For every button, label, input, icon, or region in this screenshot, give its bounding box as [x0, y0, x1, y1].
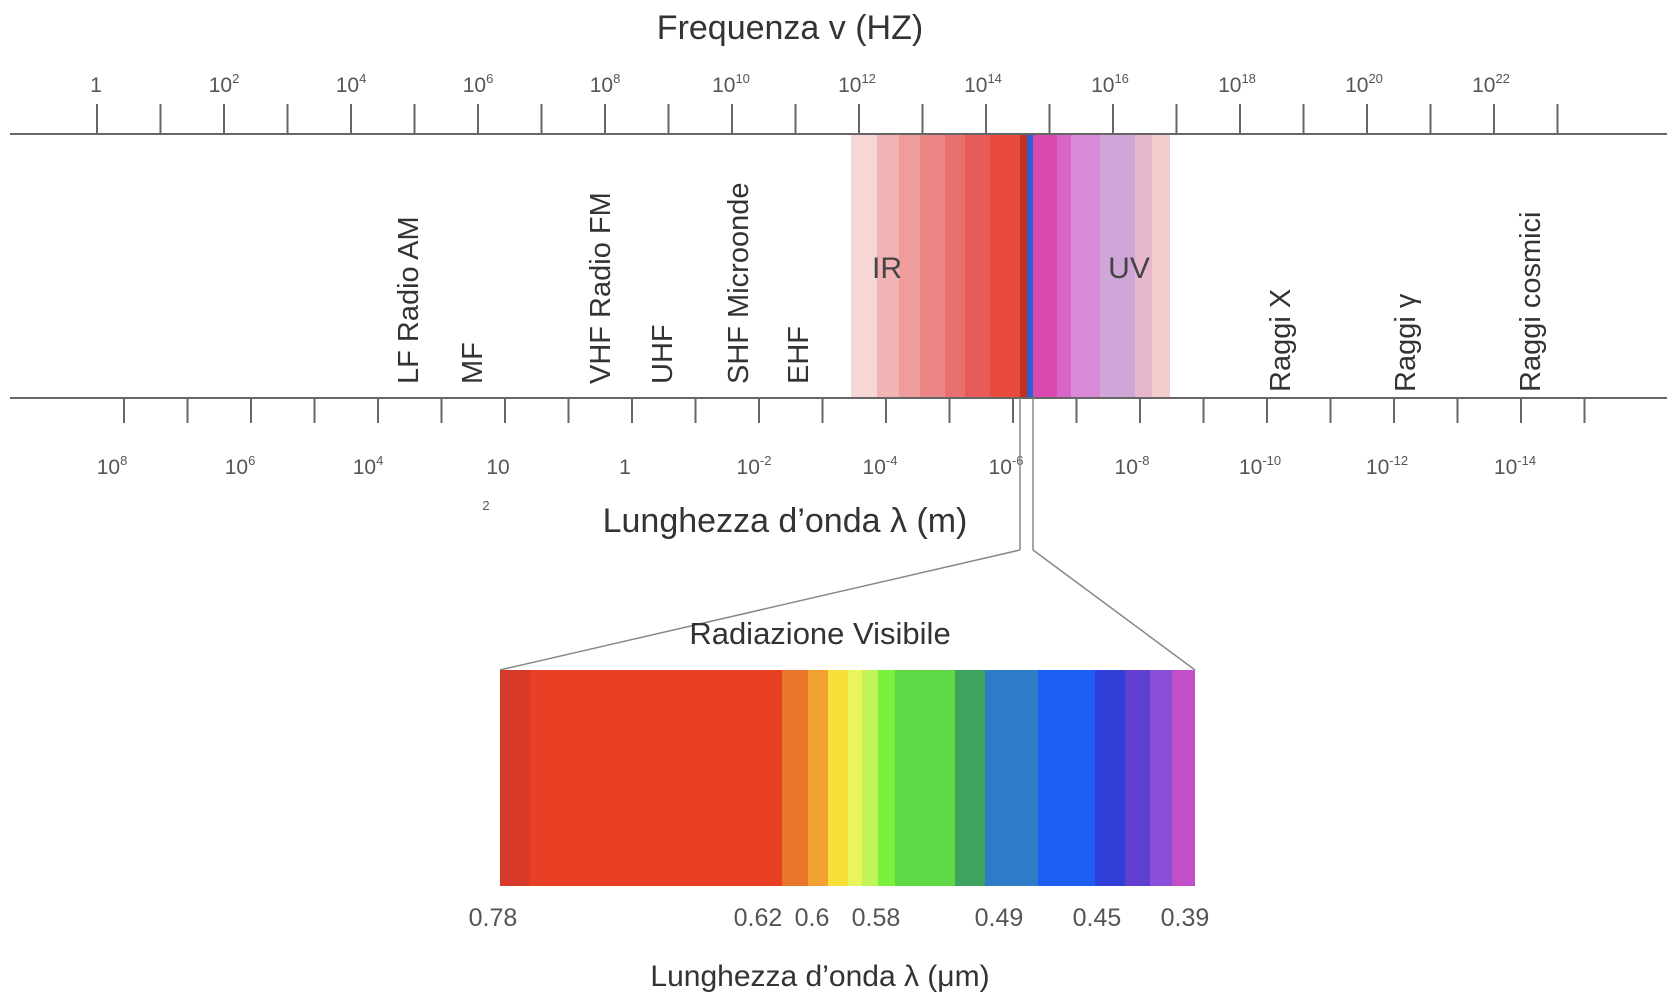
band-label: Raggi cosmici [1515, 212, 1547, 393]
visible-strip [530, 670, 782, 886]
ir-strip [899, 134, 920, 398]
wavelength-axis-title: Lunghezza d’onda λ (m) [603, 502, 968, 540]
wavelength-ticks [123, 398, 1586, 423]
wavelength-tick-label: 108 [97, 453, 128, 479]
visible-strip [1150, 670, 1172, 886]
visible-title: Radiazione Visibile [689, 616, 950, 651]
visible-strip [500, 670, 530, 886]
ir-strip [920, 134, 945, 398]
wavelength-tick-label: 10-14 [1494, 453, 1536, 479]
ir-strip [990, 134, 1020, 398]
visible-tick-label: 0.62 [734, 904, 783, 932]
frequency-tick-label: 104 [336, 71, 367, 97]
ir-strip [877, 134, 899, 398]
visible-strip [782, 670, 808, 886]
band-label: MF [457, 342, 489, 384]
wavelength-tick-label: 10-6 [989, 453, 1024, 479]
wavelength-tick-label: 10-8 [1115, 453, 1150, 479]
band-label: VHF Radio FM [585, 192, 617, 384]
frequency-tick-label: 102 [209, 71, 240, 97]
frequency-tick-label: 106 [463, 71, 494, 97]
wavelength-tick-label: 1 [619, 456, 631, 479]
wavelength-tick-label: 10-12 [1366, 453, 1408, 479]
frequency-tick-label: 1012 [838, 71, 876, 97]
ir-region [851, 134, 1020, 398]
wavelength-tick-labels: 108 106 104 10 2 1 10-2 10-4 10-6 10-8 10-10 10-12 1… [97, 453, 1536, 513]
visible-tick-label: 0.58 [852, 904, 901, 932]
visible-tick-label: 0.39 [1161, 904, 1210, 932]
zoom-connector-left [499, 549, 1021, 671]
visible-band-narrow-red [1020, 134, 1027, 398]
visible-axis-title: Lunghezza d’onda λ (μm) [650, 960, 989, 993]
band-label: UHF [647, 324, 679, 384]
wavelength-tick-label: 104 [353, 453, 384, 479]
visible-strip [878, 670, 895, 886]
visible-spectrum-bar [500, 670, 1195, 886]
visible-strip [955, 670, 985, 886]
wavelength-tick-label: 106 [225, 453, 256, 479]
uv-strip [1152, 134, 1170, 398]
band-label: EHF [783, 326, 815, 384]
frequency-tick-labels: 1 102 104 106 108 1010 1012 1014 1016 1018 1020 102… [90, 71, 1510, 97]
wavelength-tick-label: 10-10 [1239, 453, 1281, 479]
frequency-tick-label: 1022 [1472, 71, 1510, 97]
uv-region [1033, 134, 1170, 398]
wavelength-tick-label: 10-2 [737, 453, 772, 479]
band-label: Raggi γ [1390, 293, 1422, 392]
ir-label: IR [872, 252, 902, 285]
visible-strip [895, 670, 955, 886]
wavelength-tick-label: 10 2 [482, 456, 509, 513]
zoom-connector-right [1032, 549, 1196, 671]
band-label: Raggi X [1265, 289, 1297, 392]
uv-strip [1135, 134, 1152, 398]
uv-strip [1100, 134, 1135, 398]
visible-strip [848, 670, 862, 886]
frequency-tick-label: 1016 [1091, 71, 1129, 97]
visible-strip [828, 670, 848, 886]
visible-tick-labels: 0.78 0.62 0.6 0.58 0.49 0.45 0.39 [469, 904, 1210, 932]
visible-tick-label: 0.6 [795, 904, 830, 932]
visible-band-narrow-blue [1027, 134, 1033, 398]
frequency-tick-label: 1 [90, 74, 102, 97]
band-labels: LF Radio AM MF VHF Radio FM UHF SHF Microond… [393, 183, 1547, 392]
visible-tick-label: 0.78 [469, 904, 518, 932]
visible-strip [1095, 670, 1125, 886]
ir-strip [945, 134, 965, 398]
frequency-tick-label: 1010 [712, 71, 750, 97]
visible-strip [808, 670, 828, 886]
visible-strip [985, 670, 1038, 886]
wavelength-tick-label: 10-4 [863, 453, 898, 479]
visible-strip [862, 670, 878, 886]
frequency-ticks [96, 104, 1559, 134]
ir-strip [965, 134, 990, 398]
uv-strip [1033, 134, 1057, 398]
ir-strip [851, 134, 877, 398]
visible-tick-label: 0.49 [975, 904, 1024, 932]
uv-strip [1057, 134, 1071, 398]
frequency-axis-title: Frequenza v (HZ) [657, 9, 923, 47]
frequency-tick-label: 1014 [964, 71, 1002, 97]
frequency-tick-label: 1018 [1218, 71, 1256, 97]
uv-strip [1071, 134, 1100, 398]
band-label: SHF Microonde [723, 183, 755, 384]
visible-tick-label: 0.45 [1073, 904, 1122, 932]
visible-strip [1172, 670, 1195, 886]
visible-strip [1038, 670, 1095, 886]
band-label: LF Radio AM [393, 216, 425, 384]
uv-label: UV [1108, 252, 1150, 285]
visible-strip [1125, 670, 1150, 886]
frequency-tick-label: 108 [590, 71, 621, 97]
frequency-tick-label: 1020 [1345, 71, 1383, 97]
